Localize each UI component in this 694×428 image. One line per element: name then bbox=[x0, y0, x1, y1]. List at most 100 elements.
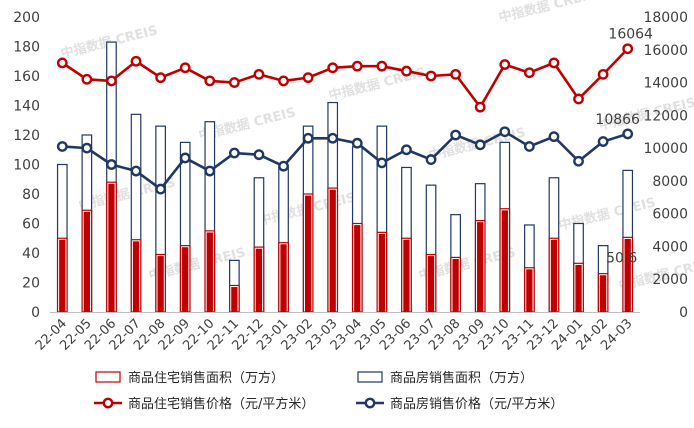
left-axis-tick-label: 100 bbox=[13, 158, 40, 174]
commodity-housing-price-point bbox=[81, 142, 93, 154]
bar-residential-area bbox=[231, 287, 238, 312]
data-label-commodity-price: 10866 bbox=[595, 112, 640, 128]
right-axis-tick-label: 14000 bbox=[643, 76, 688, 92]
bar-residential-area bbox=[550, 239, 558, 312]
residential-price-point bbox=[130, 55, 142, 67]
commodity-housing-price-point bbox=[302, 132, 314, 144]
right-axis-tick-label: 6000 bbox=[652, 207, 688, 223]
commodity-housing-price-point bbox=[56, 141, 68, 152]
data-labels: 16064 10866 50.6 bbox=[595, 27, 653, 267]
residential-price-point bbox=[523, 67, 535, 79]
commodity-housing-price-point bbox=[401, 144, 412, 156]
bar-residential-area bbox=[280, 244, 287, 312]
left-axis-tick-label: 160 bbox=[13, 69, 40, 85]
residential-price-point bbox=[228, 77, 240, 88]
bar-residential-area bbox=[477, 222, 484, 312]
watermark-text: 中指数据 CREIS bbox=[557, 194, 657, 234]
residential-price-point bbox=[179, 62, 191, 74]
commodity-housing-price-point bbox=[179, 152, 191, 164]
left-axis-tick-label: 80 bbox=[22, 187, 40, 203]
residential-price-point bbox=[253, 68, 265, 80]
residential-price-point bbox=[376, 60, 388, 72]
commodity-housing-price-point bbox=[499, 126, 511, 138]
residential-price-point bbox=[499, 59, 511, 70]
right-axis-tick-label: 10000 bbox=[643, 141, 688, 157]
bar-residential-area bbox=[354, 225, 361, 312]
legend-bar-swatch bbox=[357, 371, 383, 383]
residential-price-point bbox=[597, 68, 609, 80]
commodity-housing-price-point bbox=[106, 159, 117, 170]
residential-price-point bbox=[327, 62, 339, 74]
commodity-housing-price-point bbox=[155, 183, 167, 195]
commodity-housing-price-point bbox=[573, 155, 584, 167]
line-commodity-housing-price bbox=[56, 126, 634, 195]
x-axis: 22-0422-0522-0622-0722-0822-0922-1022-11… bbox=[33, 312, 640, 354]
commodity-housing-price-point bbox=[425, 154, 437, 165]
residential-price-point bbox=[573, 93, 584, 105]
residential-price-point bbox=[548, 57, 560, 69]
left-axis-tick-label: 200 bbox=[13, 10, 40, 26]
commodity-housing-price-point bbox=[622, 128, 634, 140]
left-axis-tick-label: 0 bbox=[31, 305, 40, 321]
line-residential-price bbox=[56, 43, 634, 113]
left-axis-tick-label: 20 bbox=[22, 276, 40, 292]
watermark-text: 中指数据 CREIS bbox=[327, 64, 427, 104]
right-axis-tick-label: 12000 bbox=[643, 108, 688, 124]
commodity-housing-price-point bbox=[228, 147, 240, 159]
bar-residential-area bbox=[624, 238, 631, 312]
left-axis-tick-label: 180 bbox=[13, 40, 40, 56]
commodity-housing-price-point bbox=[597, 136, 609, 147]
residential-price-point bbox=[622, 43, 634, 55]
commodity-housing-price-point bbox=[130, 165, 142, 177]
left-axis-tick-label: 140 bbox=[13, 99, 40, 115]
left-axis: 0 20 40 60 80 100 120 140 160 180 200 bbox=[13, 10, 40, 321]
legend-marker bbox=[102, 397, 114, 409]
commodity-housing-price-point bbox=[548, 131, 560, 143]
commodity-housing-price-point bbox=[204, 165, 216, 177]
commodity-housing-price-point bbox=[523, 141, 535, 152]
bar-residential-area bbox=[182, 247, 189, 312]
bar-residential-area bbox=[132, 241, 140, 312]
bar-residential-area bbox=[329, 189, 336, 312]
watermark-text: 中指数据 CREIS bbox=[497, 0, 597, 26]
bar-residential-area bbox=[304, 195, 312, 312]
bar-residential-area bbox=[599, 275, 607, 312]
residential-price-point bbox=[106, 75, 117, 87]
bars-residential-area bbox=[56, 181, 634, 313]
residential-price-point bbox=[56, 57, 68, 69]
bar-residential-area bbox=[157, 256, 164, 312]
bar-residential-area bbox=[83, 211, 91, 312]
left-axis-tick-label: 120 bbox=[13, 128, 40, 144]
residential-price-point bbox=[302, 72, 314, 84]
bar-residential-area bbox=[427, 256, 435, 312]
right-axis-tick-label: 2000 bbox=[652, 272, 688, 288]
legend-label: 商品住宅销售价格（元/平方米） bbox=[128, 396, 314, 412]
commodity-housing-price-path bbox=[62, 130, 629, 191]
left-axis-tick-label: 60 bbox=[22, 217, 40, 233]
bar-residential-area bbox=[403, 239, 410, 312]
right-axis: 0 2000 4000 6000 8000 10000 12000 14000 16000 180… bbox=[643, 10, 688, 321]
residential-price-point bbox=[155, 72, 167, 84]
legend-bar-swatch-inner bbox=[97, 373, 119, 381]
legend-label: 商品房销售价格（元/平方米） bbox=[390, 396, 563, 412]
residential-price-point bbox=[204, 75, 216, 87]
legend: 商品住宅销售面积（万方） 商品房销售面积（万方） 商品住宅销售价格（元/平方米） 商品… bbox=[94, 370, 563, 412]
residential-price-point bbox=[450, 68, 462, 80]
residential-price-point bbox=[278, 75, 289, 87]
right-axis-tick-label: 4000 bbox=[652, 239, 688, 255]
right-axis-tick-label: 0 bbox=[679, 305, 688, 321]
residential-price-point bbox=[425, 70, 437, 82]
bar-residential-area bbox=[206, 232, 213, 312]
commodity-housing-price-point bbox=[351, 137, 363, 149]
legend-label: 商品房销售面积（万方） bbox=[390, 370, 533, 386]
bar-residential-area bbox=[501, 210, 508, 312]
right-axis-tick-label: 16000 bbox=[643, 43, 688, 59]
commodity-housing-price-point bbox=[450, 129, 462, 141]
data-label-residential-area: 50.6 bbox=[606, 250, 637, 266]
left-axis-tick-label: 40 bbox=[22, 246, 40, 262]
bar-residential-area bbox=[255, 248, 263, 312]
data-label-residential-price: 16064 bbox=[608, 27, 653, 43]
commodity-housing-price-point bbox=[278, 160, 289, 172]
bar-residential-area bbox=[452, 259, 459, 312]
